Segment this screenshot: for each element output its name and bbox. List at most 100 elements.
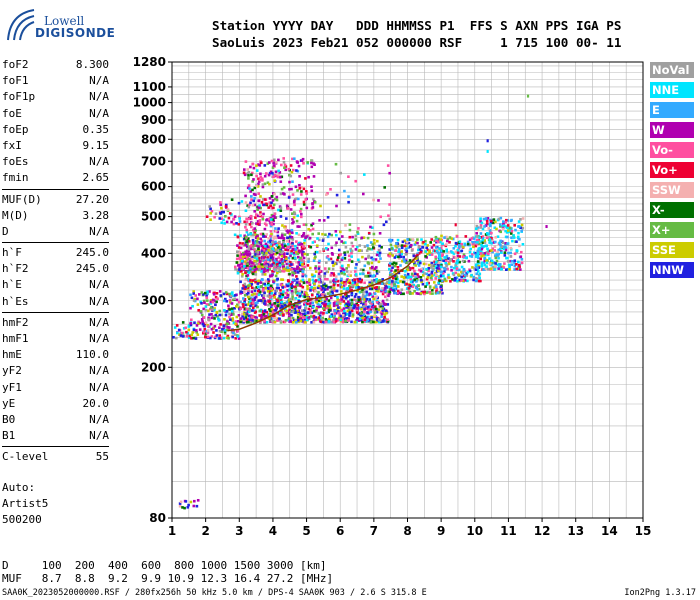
echo-point [411, 285, 415, 289]
echo-point [249, 300, 252, 303]
echo-point [476, 268, 480, 271]
echo-point [258, 213, 262, 216]
echo-point [481, 241, 485, 244]
echo-point [253, 255, 256, 258]
echo-point [327, 320, 331, 323]
echo-point [432, 243, 436, 247]
echo-point [241, 265, 245, 268]
echo-point [266, 263, 270, 266]
echo-point [369, 274, 372, 278]
echo-point [240, 259, 244, 263]
echo-point [287, 315, 291, 318]
echo-point [280, 258, 283, 261]
param-value: N/A [89, 74, 109, 88]
echo-point [399, 255, 403, 259]
echo-point [263, 282, 266, 286]
echo-point [296, 293, 299, 297]
echo-point [271, 199, 275, 202]
echo-point [272, 175, 275, 179]
echo-point [242, 319, 246, 323]
echo-point [297, 255, 300, 259]
echo-point [483, 263, 486, 267]
echo-point [274, 170, 278, 174]
echo-point [354, 179, 357, 183]
echo-point [268, 307, 271, 311]
echo-point [209, 307, 212, 311]
echo-point [300, 264, 304, 268]
echo-point [503, 251, 507, 254]
echo-point [447, 273, 450, 277]
echo-point [353, 281, 357, 284]
echo-point [310, 273, 314, 276]
echo-point [264, 314, 267, 318]
echo-point [325, 305, 328, 308]
echo-point [452, 260, 455, 263]
echo-point [349, 298, 352, 302]
echo-point [294, 248, 297, 251]
echo-point [260, 161, 263, 165]
echo-point [339, 293, 343, 297]
echo-point [324, 286, 327, 290]
echo-point [520, 229, 523, 233]
echo-point [289, 236, 292, 240]
echo-point [246, 284, 250, 288]
echo-point [266, 254, 270, 257]
echo-point [424, 262, 428, 266]
echo-point [454, 250, 457, 254]
echo-point [357, 286, 360, 289]
echo-point [359, 299, 362, 303]
echo-point [445, 279, 448, 283]
echo-point [480, 221, 484, 225]
echo-point [244, 225, 247, 229]
echo-point [312, 320, 316, 324]
footer-version: Ion2Png 1.3.17 [624, 588, 696, 598]
legend-item: E [650, 102, 694, 118]
echo-point [260, 239, 263, 243]
echo-point [449, 280, 452, 283]
echo-point [370, 256, 373, 260]
echo-point [479, 232, 483, 235]
echo-point [291, 256, 295, 260]
echo-point [414, 254, 418, 258]
echo-point [416, 238, 419, 241]
echo-point [310, 223, 313, 227]
echo-point [209, 322, 213, 326]
echo-point [257, 192, 260, 195]
echo-point [289, 283, 293, 286]
echo-point [243, 234, 246, 238]
echo-point [332, 304, 336, 308]
echo-point [241, 287, 244, 290]
echo-point [259, 237, 262, 241]
echo-point [346, 250, 349, 254]
echo-point [397, 285, 400, 288]
echo-point [241, 290, 245, 294]
echo-point [350, 260, 354, 263]
echo-point [241, 303, 245, 306]
echo-point [427, 269, 430, 273]
echo-point [434, 271, 437, 275]
echo-point [322, 237, 325, 241]
echo-point [378, 279, 382, 282]
echo-point [375, 301, 379, 304]
echo-point [341, 256, 345, 260]
echo-point [341, 264, 344, 268]
echo-point [243, 282, 247, 286]
echo-point [240, 262, 243, 265]
echo-point [198, 328, 202, 331]
echo-point [345, 302, 348, 306]
echo-point [279, 302, 282, 305]
echo-point [314, 267, 317, 270]
echo-point [348, 289, 352, 293]
echo-point [342, 300, 346, 303]
echo-point [220, 217, 224, 220]
echo-point [249, 245, 253, 248]
echo-point [263, 174, 267, 178]
echo-point [257, 299, 260, 302]
echo-point [332, 283, 336, 287]
echo-point [319, 297, 322, 300]
param-value: N/A [89, 412, 109, 426]
echo-point [481, 237, 485, 240]
echo-point [206, 335, 210, 339]
echo-point [388, 171, 391, 175]
echo-point [389, 262, 392, 265]
